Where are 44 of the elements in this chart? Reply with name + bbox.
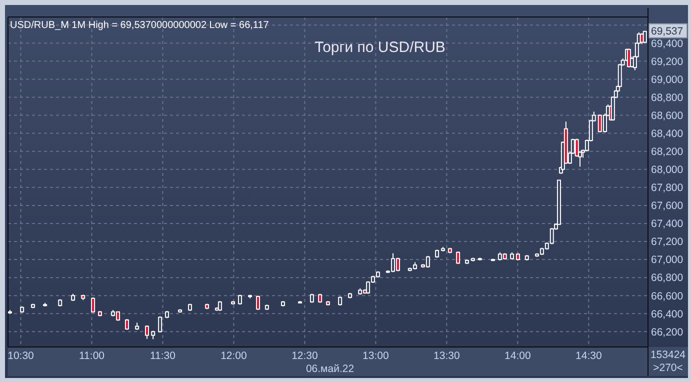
y-tick-label: 68,000 bbox=[651, 164, 684, 176]
y-tick-label: 69,000 bbox=[651, 74, 684, 86]
x-tick-label: 14:30 bbox=[576, 350, 602, 362]
y-tick-label: 66,800 bbox=[651, 272, 684, 284]
text: 153424 bbox=[650, 349, 686, 361]
x-axis-title: 06.май.22 bbox=[306, 363, 354, 375]
y-tick-label: 66,200 bbox=[651, 326, 684, 338]
y-tick-label: 69,400 bbox=[651, 38, 684, 50]
x-tick-label: 13:00 bbox=[362, 350, 389, 362]
candlestick bbox=[456, 250, 460, 265]
x-tick-label: 11:00 bbox=[79, 350, 105, 362]
y-tick-label: 67,400 bbox=[651, 218, 684, 230]
y-tick-label: 67,000 bbox=[651, 254, 684, 266]
x-tick-label: 12:00 bbox=[220, 350, 248, 362]
y-tick-label: 66,400 bbox=[651, 308, 684, 320]
candlestick bbox=[642, 30, 647, 44]
y-tick-label: 68,800 bbox=[651, 92, 684, 104]
candlestick bbox=[144, 324, 149, 340]
y-tick-label: 68,600 bbox=[651, 110, 684, 122]
x-tick-label: 10:30 bbox=[8, 350, 34, 362]
candlestick bbox=[238, 294, 242, 306]
y-tick-label: 66,600 bbox=[651, 290, 684, 302]
y-tick-label: 69,200 bbox=[651, 56, 684, 68]
y-tick-label: 67,600 bbox=[651, 200, 684, 212]
candlestick bbox=[218, 300, 222, 312]
x-tick-label: 14:00 bbox=[504, 350, 531, 362]
candlestick bbox=[158, 316, 162, 334]
candlestick bbox=[574, 138, 579, 158]
y-tick-label: 68,400 bbox=[651, 128, 684, 140]
candlestick bbox=[338, 296, 342, 306]
x-tick-label: 13:30 bbox=[434, 350, 460, 362]
candlestick bbox=[618, 63, 622, 88]
x-tick-label: 12:30 bbox=[292, 350, 318, 362]
candlestick bbox=[91, 296, 96, 314]
x-tick-label: 11:30 bbox=[150, 350, 176, 362]
y-tick-label: 67,200 bbox=[651, 236, 684, 248]
annotation: 69,537 bbox=[651, 25, 684, 38]
chart-subtitle: USD/RUB_M 1M High = 69,5370000000002 Low = 66,117 bbox=[10, 20, 270, 31]
y-tick-label: 68,200 bbox=[651, 146, 684, 158]
text: Торги по USD/RUB bbox=[314, 39, 446, 56]
y-tick-label: 67,800 bbox=[651, 182, 684, 194]
text: >270< bbox=[653, 362, 683, 374]
candlestick bbox=[256, 295, 260, 311]
candlestick bbox=[124, 318, 129, 330]
